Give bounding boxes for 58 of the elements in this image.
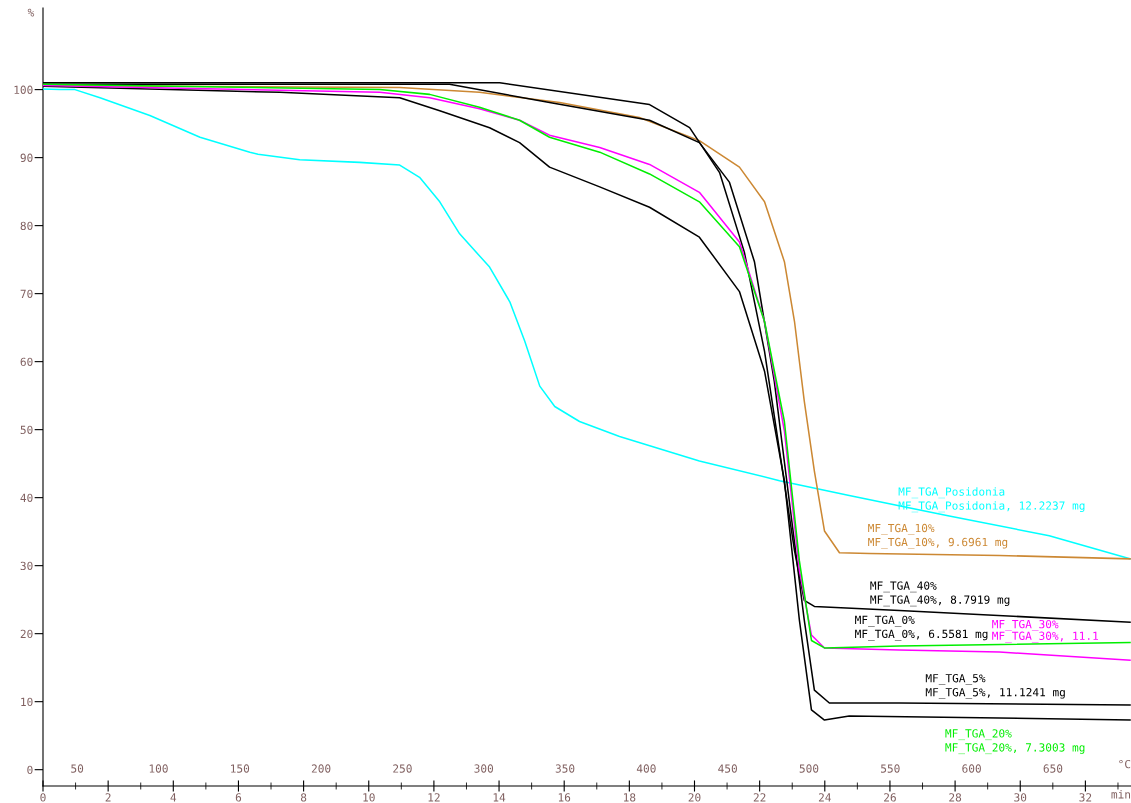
y-tick-label: 100	[14, 85, 33, 95]
annotation: MF_TGA_20%	[945, 729, 1012, 741]
x-tick-label: 8	[300, 793, 307, 802]
y-tick-label: 80	[20, 221, 33, 231]
x-tick-label: 32	[1079, 793, 1092, 802]
x2-tick-label: 450	[718, 764, 737, 773]
y-tick-label: 20	[20, 629, 33, 639]
x-tick-label: 12	[428, 793, 440, 802]
annotation: MF_TGA_5%, 11.1241 mg	[925, 687, 1065, 699]
annotation: MF_TGA_0%	[855, 615, 915, 627]
x-tick-label: 24	[818, 793, 831, 802]
annotation: MF_TGA_10%, 9.6961 mg	[868, 537, 1008, 549]
annotation: MF_TGA_0%, 6.5581 mg	[855, 629, 988, 641]
x2-tick-label: 550	[881, 764, 900, 773]
x2-axis-title: °C	[1119, 759, 1131, 769]
x-tick-label: 4	[170, 793, 177, 802]
annotation: MF_TGA_40%	[870, 581, 937, 593]
x-tick-label: 18	[623, 793, 636, 802]
y-tick-label: 10	[21, 697, 33, 707]
x-tick-label: 6	[235, 793, 242, 802]
x-tick-label: 0	[40, 793, 46, 802]
x2-tick-label: 500	[799, 764, 819, 773]
x-tick-label: 26	[884, 793, 896, 802]
y-tick-label: 0	[27, 765, 33, 775]
x-tick-label: 30	[1014, 793, 1027, 802]
annotation: MF_TGA_Posidonia	[898, 487, 1005, 499]
x-tick-label: 2	[105, 793, 111, 802]
x2-tick-label: 600	[962, 764, 981, 773]
annotation: MF_TGA_30%	[992, 619, 1059, 631]
x-tick-label: 28	[949, 793, 962, 802]
annotation: MF_TGA_Posidonia, 12.2237 mg	[898, 501, 1085, 513]
y-tick-label: 50	[20, 425, 33, 435]
annotation: MF_TGA_20%, 7.3003 mg	[945, 743, 1085, 755]
y-tick-label: 40	[20, 493, 33, 503]
annotation: MF_TGA_5%	[925, 673, 986, 685]
annotation: MF_TGA_10%	[868, 523, 935, 535]
x-tick-label: 20	[688, 793, 701, 802]
x2-tick-label: 150	[231, 764, 250, 773]
x2-tick-label: 50	[71, 764, 84, 773]
x-tick-label: 22	[753, 793, 766, 802]
y-tick-label: 60	[20, 357, 33, 367]
x2-tick-label: 350	[555, 764, 575, 773]
y-tick-label: 90	[20, 153, 33, 163]
x2-tick-label: 650	[1043, 764, 1063, 773]
x-tick-label: 14	[493, 793, 506, 802]
x-tick-label: 10	[363, 793, 375, 802]
y-tick-label: 70	[20, 289, 33, 299]
y-tick-label: 30	[20, 561, 33, 571]
x-axis-title: min	[1111, 789, 1131, 799]
x2-tick-label: 100	[149, 764, 168, 773]
x2-tick-label: 400	[636, 764, 656, 773]
y-axis-title: %	[27, 8, 35, 17]
x2-tick-label: 250	[393, 764, 412, 773]
annotation: MF_TGA_40%, 8.7919 mg	[870, 595, 1010, 607]
x2-tick-label: 200	[311, 764, 331, 773]
x-tick-label: 16	[558, 793, 571, 802]
x2-tick-label: 300	[474, 764, 494, 773]
annotation: MF_TGA_30%, 11.1	[992, 631, 1099, 643]
